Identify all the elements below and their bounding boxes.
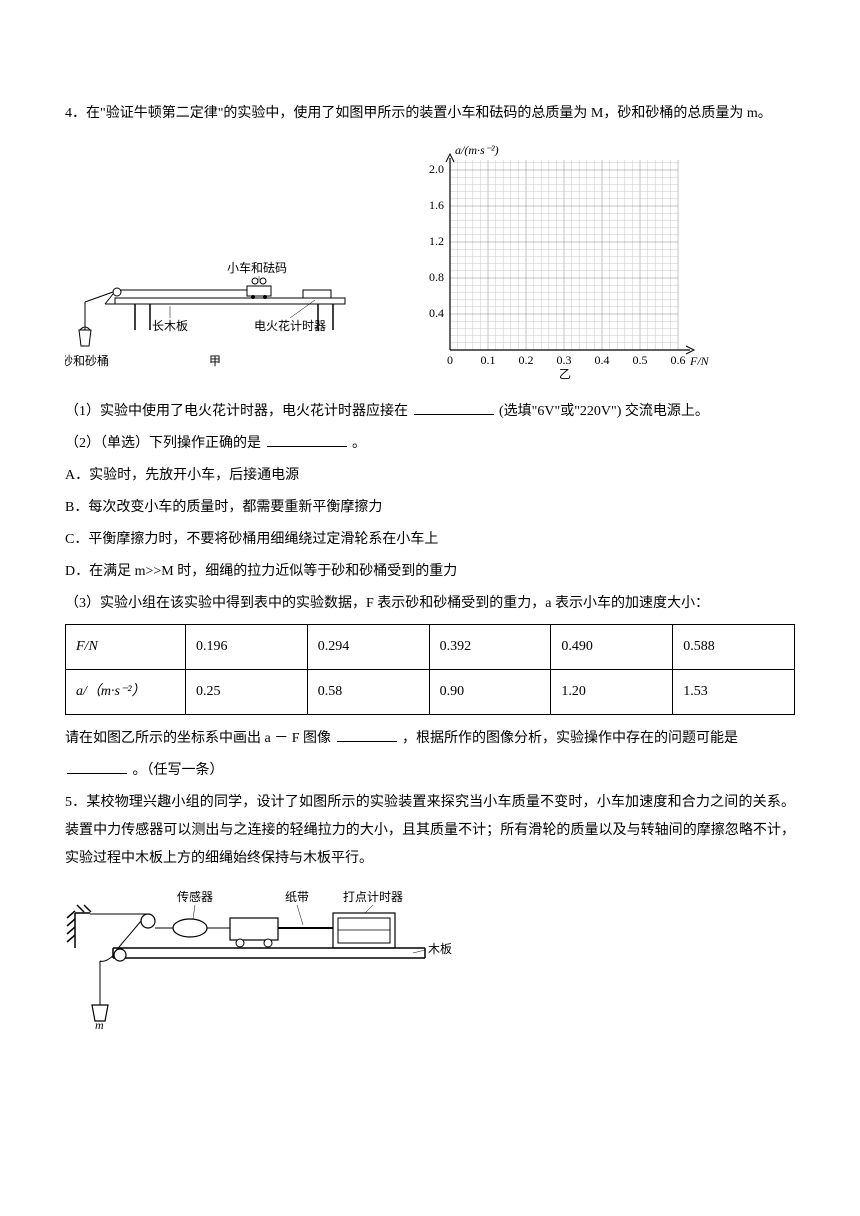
blank-input[interactable] [414, 414, 494, 415]
xtick-3: 0.3 [557, 353, 572, 367]
cell: 0.196 [186, 625, 308, 670]
graph: a/(m·s⁻²) F/N 乙 0 0.1 0.2 0.3 0.4 [390, 140, 720, 380]
tape-label: 纸带 [285, 890, 309, 904]
q4-sub3: （3）实验小组在该实验中得到表中的实验数据，F 表示砂和砂桶受到的重力，a 表示… [65, 590, 795, 618]
timer2-label: 打点计时器 [343, 890, 403, 904]
board-label: 长木板 [152, 319, 188, 333]
xtick-0: 0 [447, 353, 453, 367]
cell: a/（m·s⁻²） [76, 684, 146, 699]
blank-input[interactable] [67, 773, 127, 774]
q5-diagram: 传感器 纸带 打点计时器 木板 M m [65, 883, 465, 1033]
xtick-6: 0.6 [671, 353, 686, 367]
apparatus-caption: 甲 [209, 354, 221, 368]
apparatus-diagram: 小车和砝码 长木板 电火花计时器 砂和砂桶 甲 [65, 250, 350, 380]
post-b: ，根据所作的图像分析，实验操作中存在的问题可能是 [402, 731, 738, 746]
cell: 0.588 [673, 625, 795, 670]
q4-sub1: （1）实验中使用了电火花计时器，电火花计时器应接在 (选填"6V"或"220V"… [65, 398, 795, 426]
sub1-pre: （1）实验中使用了电火花计时器，电火花计时器应接在 [65, 404, 408, 419]
data-table: F/N 0.196 0.294 0.392 0.490 0.588 a/（m·s… [65, 624, 795, 715]
xtick-5: 0.5 [633, 353, 648, 367]
cell: 1.53 [673, 670, 795, 715]
ytick-0: 0.4 [429, 306, 444, 320]
cell: F/N [76, 639, 98, 654]
board-label: 木板 [428, 942, 452, 956]
q4-post-table: 请在如图乙所示的坐标系中画出 a － F 图像 ，根据所作的图像分析，实验操作中… [65, 725, 795, 753]
cell: 1.20 [551, 670, 673, 715]
table-row: F/N 0.196 0.294 0.392 0.490 0.588 [66, 625, 795, 670]
sensor-label: 传感器 [177, 889, 213, 904]
ytick-1: 0.8 [429, 270, 444, 284]
ytick-4: 2.0 [429, 162, 444, 176]
figure-row: 小车和砝码 长木板 电火花计时器 砂和砂桶 甲 [65, 140, 795, 380]
opt-d: D．在满足 m>>M 时，细绳的拉力近似等于砂和砂桶受到的重力 [65, 558, 795, 586]
graph-caption: 乙 [559, 367, 571, 380]
sub1-post: (选填"6V"或"220V") 交流电源上。 [499, 404, 709, 419]
bucket-label: 砂和砂桶 [65, 353, 109, 368]
blank-input[interactable] [337, 741, 397, 742]
table-row: a/（m·s⁻²） 0.25 0.58 0.90 1.20 1.53 [66, 670, 795, 715]
q4-stem: 4．在"验证牛顿第二定律"的实验中，使用了如图甲所示的装置小车和砝码的总质量为 … [65, 100, 795, 128]
q4-sub2: （2）（单选）下列操作正确的是 。 [65, 430, 795, 458]
cart-label: 小车和砝码 [227, 260, 287, 275]
timer-label: 电火花计时器 [254, 318, 326, 333]
sub2-pre: （2）（单选）下列操作正确的是 [65, 436, 261, 451]
post-c: 。（任写一条） [133, 763, 224, 778]
ytick-2: 1.2 [429, 234, 444, 248]
cell: 0.392 [429, 625, 551, 670]
post-a: 请在如图乙所示的坐标系中画出 a － F 图像 [65, 731, 331, 746]
cell: 0.490 [551, 625, 673, 670]
opt-b: B．每次改变小车的质量时，都需要重新平衡摩擦力 [65, 494, 795, 522]
cell: 0.58 [307, 670, 429, 715]
sub2-post: 。 [352, 436, 366, 451]
x-axis-label: F/N [689, 354, 710, 368]
cell: 0.294 [307, 625, 429, 670]
opt-a: A．实验时，先放开小车，后接通电源 [65, 462, 795, 490]
q4-post-table-2: 。（任写一条） [65, 757, 795, 785]
xtick-4: 0.4 [595, 353, 610, 367]
blank-input[interactable] [267, 446, 347, 447]
ytick-3: 1.6 [429, 198, 444, 212]
xtick-1: 0.1 [481, 353, 496, 367]
opt-c: C．平衡摩擦力时，不要将砂桶用细绳绕过定滑轮系在小车上 [65, 526, 795, 554]
xtick-2: 0.2 [519, 353, 534, 367]
y-axis-label: a/(m·s⁻²) [455, 143, 499, 157]
cell: 0.25 [186, 670, 308, 715]
cell: 0.90 [429, 670, 551, 715]
q5-stem: 5．某校物理兴趣小组的同学，设计了如图所示的实验装置来探究当小车质量不变时，小车… [65, 789, 795, 873]
